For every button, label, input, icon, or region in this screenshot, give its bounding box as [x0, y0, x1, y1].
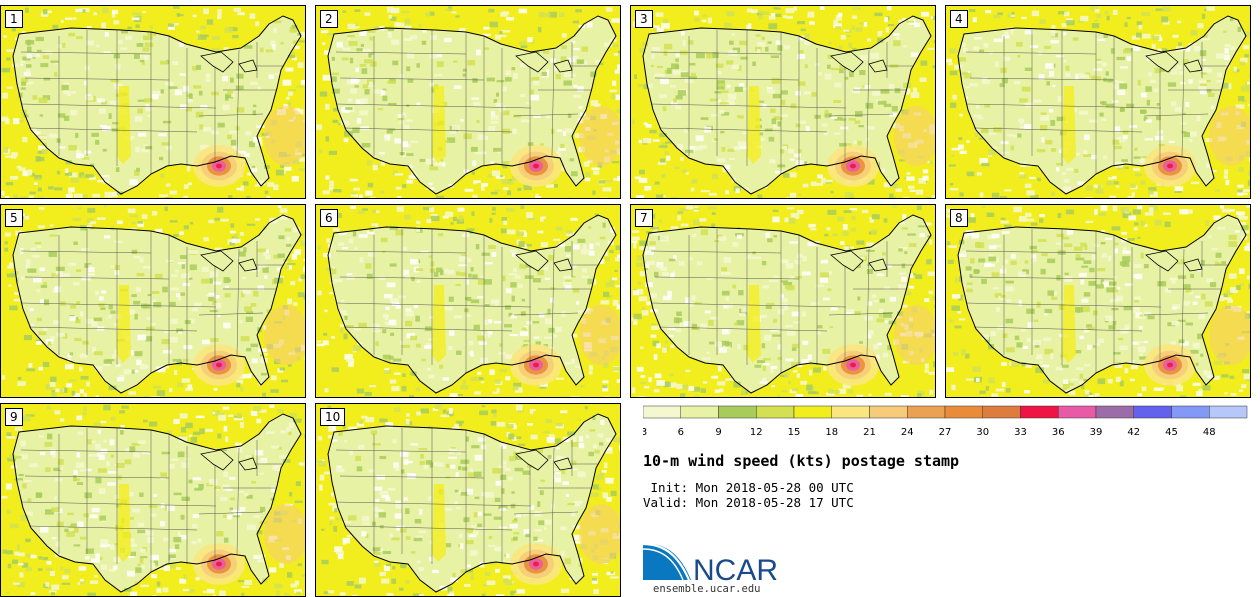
colorbar-tick-label: 33 — [1014, 427, 1027, 438]
colorbar-tick-label: 30 — [976, 427, 989, 438]
colorbar-bin — [907, 405, 946, 419]
member-number: 2 — [320, 10, 338, 28]
stamp-panel: 9 — [0, 403, 306, 597]
member-number: 9 — [5, 408, 23, 426]
colorbar-bin — [869, 405, 908, 419]
stamp-panel: 8 — [945, 204, 1251, 398]
wind-map — [316, 6, 620, 198]
colorbar-tick-label: 45 — [1165, 427, 1178, 438]
colorbar-tick-label: 6 — [678, 427, 684, 438]
colorbar-bin — [718, 405, 757, 419]
colorbar-bin — [680, 405, 719, 419]
wind-map — [1, 205, 305, 397]
colorbar-tick-label: 3 — [643, 427, 647, 438]
colorbar-bin — [1133, 405, 1172, 419]
init-time: Init: Mon 2018-05-28 00 UTC — [643, 480, 854, 495]
colorbar-tick-label: 18 — [825, 427, 838, 438]
member-number: 8 — [950, 209, 968, 227]
colorbar-bin — [1058, 405, 1097, 419]
member-number: 5 — [5, 209, 23, 227]
stamp-panel: 1 — [0, 5, 306, 199]
wind-map — [316, 404, 620, 596]
colorbar-bin — [756, 405, 795, 419]
wind-map — [1, 404, 305, 596]
colorbar-tick-label: 36 — [1052, 427, 1065, 438]
colorbar-tick-label: 39 — [1090, 427, 1103, 438]
member-number: 6 — [320, 209, 338, 227]
stamp-panel: 7 — [630, 204, 936, 398]
colorbar-tick-label: 21 — [863, 427, 876, 438]
logo-url: ensemble.ucar.edu — [653, 583, 761, 595]
colorbar: 3 6 9 12 15 18 21 24 27 30 33 36 39 42 45 48 — [643, 405, 1248, 438]
colorbar-tick-label: 9 — [715, 427, 721, 438]
wind-map — [1, 6, 305, 198]
stamp-panel: 3 — [630, 5, 936, 199]
stamp-panel: 10 — [315, 403, 621, 597]
valid-time: Valid: Mon 2018-05-28 17 UTC — [643, 495, 854, 510]
member-number: 1 — [5, 10, 23, 28]
colorbar-bin — [831, 405, 870, 419]
wind-map — [631, 205, 935, 397]
colorbar-bin — [643, 405, 681, 419]
wind-map — [946, 205, 1250, 397]
chart-title: 10-m wind speed (kts) postage stamp — [643, 452, 960, 470]
colorbar-bin — [944, 405, 983, 419]
member-number: 3 — [635, 10, 653, 28]
stamp-panel: 4 — [945, 5, 1251, 199]
colorbar-bin — [793, 405, 832, 419]
colorbar-tick-label: 27 — [939, 427, 952, 438]
wind-map — [946, 6, 1250, 198]
colorbar-bin — [982, 405, 1021, 419]
colorbar-bin — [1209, 405, 1248, 419]
colorbar-bin — [1020, 405, 1059, 419]
wind-map — [316, 205, 620, 397]
colorbar-bin — [1171, 405, 1210, 419]
stamp-panel: 6 — [315, 204, 621, 398]
wind-map — [631, 6, 935, 198]
ncar-logo: NCAR — [643, 542, 778, 586]
member-number: 7 — [635, 209, 653, 227]
colorbar-bin — [1095, 405, 1134, 419]
logo-text: NCAR — [693, 554, 778, 586]
colorbar-tick-label: 15 — [788, 427, 801, 438]
colorbar-tick-label: 48 — [1203, 427, 1216, 438]
colorbar-tick-label: 42 — [1127, 427, 1140, 438]
stamp-panel: 5 — [0, 204, 306, 398]
member-number: 4 — [950, 10, 968, 28]
member-number: 10 — [320, 408, 346, 426]
colorbar-tick-label: 12 — [750, 427, 763, 438]
stamp-panel: 2 — [315, 5, 621, 199]
colorbar-tick-label: 24 — [901, 427, 914, 438]
